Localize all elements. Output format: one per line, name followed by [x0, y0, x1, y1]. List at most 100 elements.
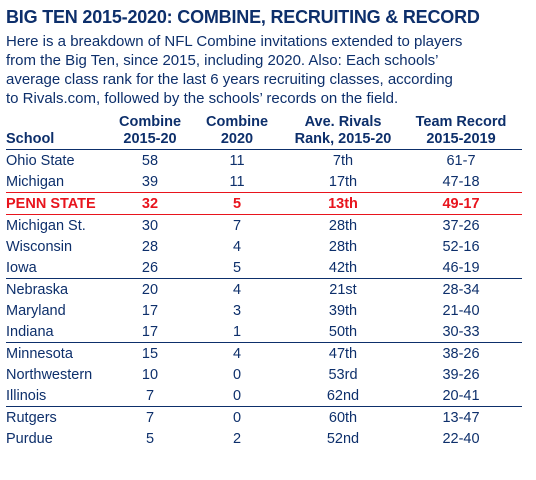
cell-combine-2015-20: 58: [141, 152, 159, 169]
cell-combine-2020: 5: [188, 192, 286, 215]
cell-school: Illinois: [6, 385, 112, 407]
cell-team-record: 22-40: [442, 430, 480, 447]
cell-combine-2020: 0: [232, 366, 242, 383]
cell-combine-2020: 0: [232, 409, 242, 426]
cell-combine-2015-20: 39: [112, 171, 188, 193]
header-line: Combine: [205, 114, 269, 130]
cell-rivals-rank: 7th: [332, 152, 354, 169]
cell-combine-2020: 5: [188, 257, 286, 279]
cell-rivals-rank: 39th: [328, 302, 358, 319]
cell-school: Wisconsin: [6, 238, 73, 255]
table-row: Michigan 39 11 17th 47-18: [6, 171, 522, 193]
cell-team-record: 52-16: [442, 238, 480, 255]
cell-school: Minnesota: [6, 345, 73, 362]
cell-rivals-rank: 50th: [286, 321, 400, 343]
cell-rivals-rank: 28th: [328, 217, 358, 234]
cell-school: Maryland: [6, 302, 66, 319]
table-row: Illinois 7 0 62nd 20-41: [6, 385, 522, 407]
stats-table: School Combine 2015-20 Combine 2020 Ave.…: [6, 114, 522, 449]
header-line: Combine: [118, 114, 182, 130]
cell-school: PENN STATE: [6, 192, 112, 215]
cell-school: Michigan: [6, 171, 112, 193]
header-combine-2015-20: Combine 2015-20: [112, 114, 188, 150]
cell-rivals-rank: 47th: [328, 345, 358, 362]
cell-combine-2015-20: 32: [112, 192, 188, 215]
cell-team-record: 13-47: [442, 409, 480, 426]
table-row: Wisconsin 28 4 28th 52-16: [6, 236, 522, 257]
cell-school: Michigan St.: [6, 217, 86, 234]
intro-line: from the Big Ten, since 2015, including …: [6, 52, 439, 69]
cell-team-record: 30-33: [400, 321, 522, 343]
cell-team-record: 46-19: [400, 257, 522, 279]
cell-school: Northwestern: [6, 366, 93, 383]
cell-school: Iowa: [6, 257, 112, 279]
header-school-label: School: [6, 131, 55, 147]
table-header-row: School Combine 2015-20 Combine 2020 Ave.…: [6, 114, 522, 150]
cell-combine-2020: 4: [232, 345, 242, 362]
cell-combine-2015-20: 10: [141, 366, 159, 383]
cell-team-record: 20-41: [400, 385, 522, 407]
cell-combine-2015-20: 15: [141, 345, 159, 362]
cell-combine-2020: 1: [188, 321, 286, 343]
page-title: BIG TEN 2015-2020: COMBINE, RECRUITING &…: [6, 7, 480, 27]
cell-rivals-rank: 60th: [328, 409, 358, 426]
cell-team-record: 21-40: [442, 302, 480, 319]
cell-school: Purdue: [6, 430, 53, 447]
cell-team-record: 61-7: [446, 152, 476, 169]
table-row: Northwestern 10 0 53rd 39-26: [6, 364, 522, 385]
table-row: Purdue 5 2 52nd 22-40: [6, 428, 522, 449]
cell-combine-2020: 2: [232, 430, 242, 447]
cell-combine-2020: 7: [232, 217, 242, 234]
table-row: Nebraska 20 4 21st 28-34: [6, 279, 522, 301]
header-line: 2020: [220, 131, 254, 147]
cell-team-record: 47-18: [400, 171, 522, 193]
header-line: Rank, 2015-20: [294, 131, 392, 147]
table-row: Iowa 26 5 42th 46-19: [6, 257, 522, 279]
header-line: Team Record: [415, 114, 507, 130]
cell-team-record: 28-34: [442, 281, 480, 298]
cell-combine-2020: 4: [232, 238, 242, 255]
header-line: 2015-20: [123, 131, 177, 147]
cell-combine-2020: 3: [232, 302, 242, 319]
cell-rivals-rank: 17th: [286, 171, 400, 193]
table-row: Maryland 17 3 39th 21-40: [6, 300, 522, 321]
intro-line: Here is a breakdown of NFL Combine invit…: [6, 33, 463, 50]
table-row: Michigan St. 30 7 28th 37-26: [6, 215, 522, 237]
header-line: Ave. Rivals: [304, 114, 382, 130]
table-row: Rutgers 7 0 60th 13-47: [6, 407, 522, 429]
intro-line: to Rivals.com, followed by the schools’ …: [6, 90, 399, 107]
cell-combine-2020: 0: [188, 385, 286, 407]
header-school: School: [6, 114, 112, 150]
table-row: Ohio State 58 11 7th 61-7: [6, 150, 522, 172]
cell-team-record: 38-26: [442, 345, 480, 362]
cell-team-record: 37-26: [442, 217, 480, 234]
cell-rivals-rank: 62nd: [286, 385, 400, 407]
cell-combine-2015-20: 26: [112, 257, 188, 279]
cell-combine-2015-20: 7: [112, 385, 188, 407]
header-combine-2020: Combine 2020: [188, 114, 286, 150]
cell-combine-2020: 4: [232, 281, 242, 298]
cell-school: Indiana: [6, 321, 112, 343]
cell-rivals-rank: 28th: [328, 238, 358, 255]
cell-rivals-rank: 42th: [286, 257, 400, 279]
cell-combine-2015-20: 20: [141, 281, 159, 298]
cell-rivals-rank: 53rd: [328, 366, 358, 383]
cell-school: Nebraska: [6, 281, 69, 298]
cell-combine-2015-20: 17: [112, 321, 188, 343]
cell-school: Ohio State: [6, 152, 75, 169]
cell-combine-2015-20: 28: [141, 238, 159, 255]
intro-line: average class rank for the last 6 years …: [6, 71, 453, 88]
cell-combine-2020: 11: [188, 171, 286, 193]
table-row: Minnesota 15 4 47th 38-26: [6, 343, 522, 365]
header-rivals-rank: Ave. Rivals Rank, 2015-20: [286, 114, 400, 150]
cell-rivals-rank: 21st: [329, 281, 357, 298]
table-row-highlighted: PENN STATE 32 5 13th 49-17: [6, 192, 522, 215]
intro-paragraph: Here is a breakdown of NFL Combine invit…: [6, 32, 530, 108]
header-line: 2015-2019: [426, 131, 496, 147]
cell-combine-2015-20: 17: [141, 302, 159, 319]
header-team-record: Team Record 2015-2019: [400, 114, 522, 150]
cell-rivals-rank: 52nd: [326, 430, 360, 447]
cell-combine-2020: 11: [229, 152, 245, 169]
cell-combine-2015-20: 5: [145, 430, 155, 447]
